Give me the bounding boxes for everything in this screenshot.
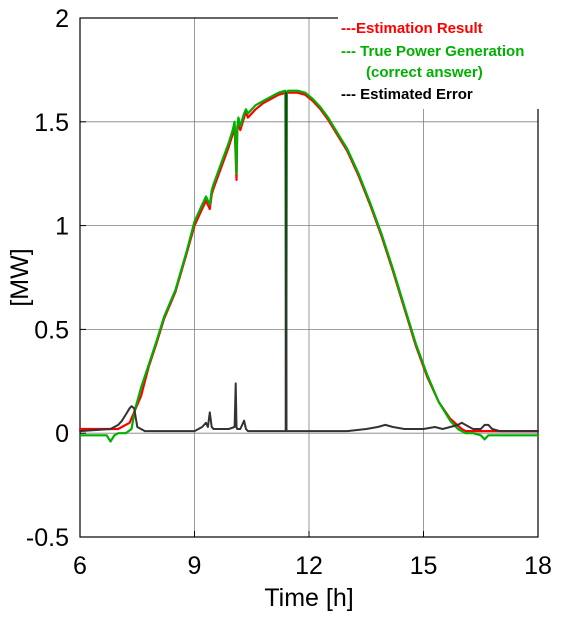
x-axis-title: Time [h] <box>264 584 353 612</box>
y-tick-label: 0 <box>55 420 69 448</box>
plot-frame <box>79 17 539 538</box>
y-tick-label: 1.5 <box>34 109 69 137</box>
x-tick-label: 6 <box>73 552 87 580</box>
series-line-3 <box>79 91 539 433</box>
legend-entry-true-power: --- True Power Generation <box>341 43 524 60</box>
y-tick-label: -0.5 <box>26 524 69 552</box>
legend-entry-estimation: ---Estimation Result <box>341 20 483 37</box>
series-lines <box>78 89 540 443</box>
legend: ---Estimation Result --- True Power Gene… <box>338 12 570 109</box>
legend-entry-correct-answer: (correct answer) <box>366 64 483 81</box>
legend-background <box>338 12 570 109</box>
y-tick-label: 1 <box>55 213 69 241</box>
tick-labels: 6 9 12 15 18 -0.5 0 0.5 1 1.5 2 <box>26 5 552 580</box>
y-axis-title: [MW] <box>6 248 34 306</box>
y-tick-label: 0.5 <box>34 316 69 344</box>
x-tick-label: 15 <box>410 552 438 580</box>
x-tick-label: 18 <box>524 552 552 580</box>
series-line-2 <box>78 89 540 443</box>
y-tick-label: 2 <box>55 5 69 33</box>
x-tick-label: 9 <box>188 552 202 580</box>
x-tick-label: 12 <box>295 552 323 580</box>
legend-entry-error: --- Estimated Error <box>341 86 473 103</box>
